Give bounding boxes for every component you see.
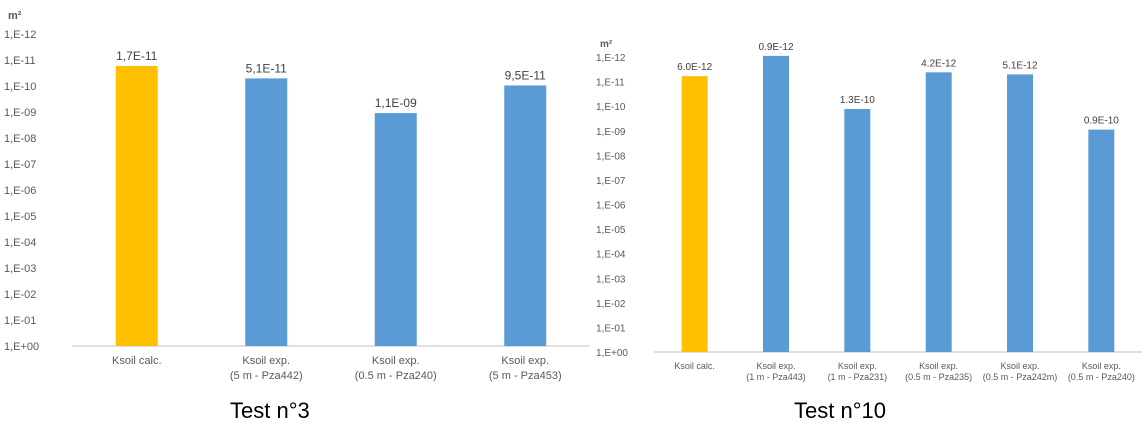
x-category-label: Ksoil exp. (1082, 361, 1121, 371)
data-label: 4.2E-12 (921, 58, 956, 69)
y-tick-label: 1,E-06 (4, 185, 36, 197)
data-label: 1,1E-09 (375, 96, 417, 110)
x-category-label: Ksoil exp. (242, 355, 290, 367)
bar (681, 76, 708, 353)
y-tick-label: 1,E+00 (4, 341, 39, 353)
data-label: 1,7E-11 (116, 49, 157, 63)
y-tick-label: 1,E-07 (4, 159, 36, 171)
chart-caption: Test n°3 (230, 398, 310, 423)
chart-panel-test-10: m² 1,E-12 1,E-11 1,E-10 1,E-09 1,E-08 1,E-07 1,… (594, 0, 1144, 428)
x-category-label: Ksoil calc. (112, 355, 162, 367)
data-label: 5,1E-11 (246, 61, 287, 75)
y-tick-label: 1,E-03 (596, 274, 626, 285)
y-tick-label: 1,E-07 (596, 176, 626, 187)
y-tick-label: 1,E-06 (596, 201, 626, 212)
x-category-label: Ksoil exp. (501, 355, 549, 367)
x-category-label: (5 m - Pza453) (489, 370, 562, 382)
x-category-label: Ksoil exp. (838, 361, 877, 371)
bar (245, 78, 288, 347)
y-tick-label: 1,E-10 (4, 81, 36, 93)
bar (115, 65, 158, 346)
bar (504, 85, 547, 347)
data-label: 6.0E-12 (677, 62, 712, 73)
y-tick-label: 1,E-08 (4, 133, 36, 145)
bar (763, 55, 789, 353)
x-category-label: (5 m - Pza442) (230, 370, 303, 382)
data-label: 0.9E-10 (1084, 116, 1119, 127)
y-tick-label: 1,E-02 (596, 299, 626, 310)
data-label: 9,5E-11 (505, 68, 546, 82)
x-category-label: Ksoil exp. (372, 355, 420, 367)
data-label: 5.1E-12 (1002, 60, 1037, 71)
x-category-label: Ksoil exp. (1000, 361, 1039, 371)
x-category-label: (1 m - Pza443) (746, 372, 806, 382)
y-tick-label: 1,E-01 (596, 323, 626, 334)
bar (844, 108, 871, 352)
y-tick-label: 1,E+00 (596, 348, 628, 359)
y-unit-label: m² (600, 39, 613, 50)
y-tick-label: 1,E-05 (4, 211, 36, 223)
y-tick-label: 1,E-05 (596, 225, 626, 236)
x-category-label: (0.5 m - Pza240) (355, 370, 437, 382)
data-label: 1.3E-10 (840, 95, 875, 106)
x-category-label: (1 m - Pza231) (828, 372, 888, 382)
bar-chart-test-3: m² 1,E-12 1,E-11 1,E-10 1,E-09 1,E-08 1,E-07 1,… (4, 10, 590, 382)
bar (1007, 74, 1033, 352)
x-category-label: (0.5 m - Pza240) (1068, 372, 1135, 382)
y-tick-label: 1,E-01 (4, 315, 36, 327)
bar (374, 113, 417, 347)
y-tick-label: 1,E-10 (596, 102, 626, 113)
chart-caption: Test n°10 (794, 398, 886, 423)
y-tick-label: 1,E-04 (4, 237, 36, 249)
x-category-label: (0.5 m - Pza242m) (983, 372, 1058, 382)
data-label: 0.9E-12 (758, 42, 793, 53)
y-unit-label: m² (8, 10, 22, 22)
x-category-label: Ksoil calc. (674, 361, 715, 371)
chart-panel-test-3: m² 1,E-12 1,E-11 1,E-10 1,E-09 1,E-08 1,E-07 1,… (4, 10, 590, 423)
y-tick-label: 1,E-11 (596, 78, 625, 89)
y-tick-label: 1,E-12 (4, 29, 36, 41)
y-tick-label: 1,E-03 (4, 263, 36, 275)
x-category-label: (0.5 m - Pza235) (905, 372, 972, 382)
x-category-label: Ksoil exp. (919, 361, 958, 371)
y-tick-label: 1,E-02 (4, 289, 36, 301)
y-tick-label: 1,E-12 (596, 53, 626, 64)
bar-chart-test-10: m² 1,E-12 1,E-11 1,E-10 1,E-09 1,E-08 1,E-07 1,… (596, 39, 1142, 382)
y-tick-label: 1,E-04 (596, 250, 626, 261)
bar (1088, 129, 1115, 352)
bar (925, 72, 952, 353)
y-tick-label: 1,E-09 (4, 107, 36, 119)
y-tick-label: 1,E-09 (596, 127, 626, 138)
y-tick-label: 1,E-11 (4, 55, 36, 67)
x-category-label: Ksoil exp. (756, 361, 795, 371)
y-tick-label: 1,E-08 (596, 151, 626, 162)
